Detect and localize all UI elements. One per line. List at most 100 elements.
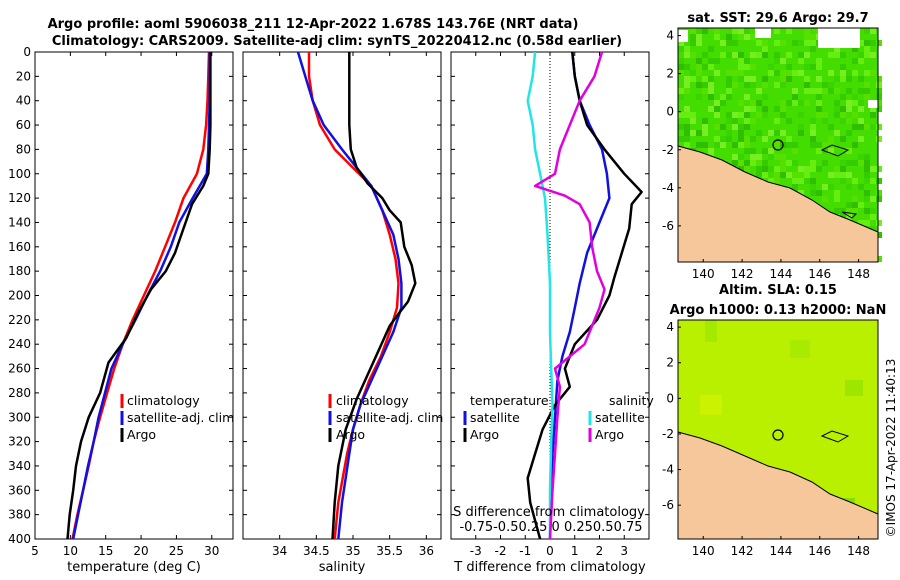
- sst-pixel: [738, 112, 744, 118]
- sst-pixel: [714, 70, 720, 76]
- map-xtick-label: 146: [808, 544, 831, 558]
- sst-pixel: [846, 118, 852, 124]
- sst-pixel: [786, 118, 792, 124]
- sla-patch: [845, 380, 863, 396]
- legend-climatology: climatology: [127, 393, 200, 408]
- sst-pixel: [876, 196, 882, 202]
- sst-pixel: [750, 52, 756, 58]
- figure-title-line2: Climatology: CARS2009. Satellite-adj cli…: [52, 34, 622, 49]
- sst-pixel: [816, 166, 822, 172]
- sst-pixel: [756, 40, 762, 46]
- sst-pixel: [834, 100, 840, 106]
- sst-pixel: [678, 124, 684, 130]
- temperature-panel-frame: [34, 51, 234, 540]
- sst-pixel: [834, 208, 840, 214]
- sst-pixel: [780, 100, 786, 106]
- sst-pixel: [696, 40, 702, 46]
- sst-pixel: [756, 52, 762, 58]
- sst-pixel: [756, 112, 762, 118]
- sst-pixel: [714, 124, 720, 130]
- sst-pixel: [864, 154, 870, 160]
- sst-pixel: [864, 94, 870, 100]
- sst-pixel: [792, 178, 798, 184]
- profile-lines-group: [66, 52, 643, 539]
- sst-pixel: [810, 40, 816, 46]
- depth-tick-label: 180: [8, 264, 31, 278]
- sst-pixel: [744, 148, 750, 154]
- sst-pixel: [792, 184, 798, 190]
- salinity-series-satellite-adj-clim: [296, 52, 403, 539]
- sst-pixel: [774, 172, 780, 178]
- sst-pixel: [702, 28, 708, 34]
- sst-pixel: [852, 100, 858, 106]
- sst-pixel: [846, 100, 852, 106]
- temperature-xtick-label: 30: [204, 544, 219, 558]
- sst-pixel: [696, 142, 702, 148]
- sla-axes: 140 142 144 146 148 4 2 0 -2 -4 -6: [662, 320, 870, 558]
- sst-pixel: [750, 106, 756, 112]
- sst-pixel: [762, 46, 768, 52]
- sst-pixel: [708, 64, 714, 70]
- sst-pixel: [720, 94, 726, 100]
- sst-pixel: [708, 76, 714, 82]
- sst-cloud-gap: [678, 30, 688, 42]
- sst-pixel: [702, 76, 708, 82]
- sst-pixel: [708, 88, 714, 94]
- sst-pixel: [864, 82, 870, 88]
- map-xtick-label: 148: [847, 544, 870, 558]
- difference-xtick-label: 2: [596, 544, 604, 558]
- sst-pixel: [678, 70, 684, 76]
- sst-pixel: [864, 172, 870, 178]
- sst-pixel: [774, 82, 780, 88]
- depth-tick-label: 220: [8, 313, 31, 327]
- sst-pixel: [684, 130, 690, 136]
- temperature-series-climatology: [71, 52, 211, 539]
- map-ytick-label: 2: [666, 67, 674, 81]
- depth-tick-label: 320: [8, 435, 31, 449]
- sst-pixel: [744, 166, 750, 172]
- sst-pixel: [678, 40, 684, 46]
- sst-pixel: [852, 124, 858, 130]
- sst-pixel: [684, 46, 690, 52]
- sst-pixel: [810, 160, 816, 166]
- sst-pixel: [858, 184, 864, 190]
- sst-pixel: [774, 178, 780, 184]
- sst-pixel: [690, 112, 696, 118]
- sst-pixel: [846, 160, 852, 166]
- sst-pixel: [864, 208, 870, 214]
- sst-pixel: [726, 52, 732, 58]
- sst-map-title: sat. SST: 29.6 Argo: 29.7: [687, 11, 868, 26]
- sst-pixel: [774, 70, 780, 76]
- sst-pixel: [714, 28, 720, 34]
- sst-pixel: [852, 112, 858, 118]
- sst-pixel: [798, 172, 804, 178]
- depth-tick-label: 40: [16, 94, 31, 108]
- sst-pixel: [852, 94, 858, 100]
- sst-pixel: [732, 82, 738, 88]
- sst-pixel: [834, 166, 840, 172]
- sst-pixel: [708, 106, 714, 112]
- sst-pixel: [798, 112, 804, 118]
- sst-pixel: [756, 88, 762, 94]
- temperature-series-satellite-adj-clim: [71, 52, 211, 539]
- sst-pixel: [750, 118, 756, 124]
- sst-pixel: [810, 124, 816, 130]
- sst-pixel: [738, 166, 744, 172]
- sst-pixel: [678, 64, 684, 70]
- sst-pixel: [744, 124, 750, 130]
- sst-pixel: [744, 58, 750, 64]
- sst-pixel: [876, 166, 882, 172]
- sst-pixel: [798, 58, 804, 64]
- sst-pixel: [762, 76, 768, 82]
- sst-pixel: [834, 46, 840, 52]
- argo-profile-marker: [772, 139, 784, 151]
- legend-temperature-title: temperature: [470, 393, 549, 408]
- sst-pixel: [840, 106, 846, 112]
- sst-pixel: [690, 70, 696, 76]
- sst-pixel: [810, 178, 816, 184]
- sst-pixel: [810, 190, 816, 196]
- sst-pixel: [804, 172, 810, 178]
- depth-tick-label: 360: [8, 483, 31, 497]
- difference-series-t-satellite: [548, 52, 611, 539]
- sst-pixel: [822, 160, 828, 166]
